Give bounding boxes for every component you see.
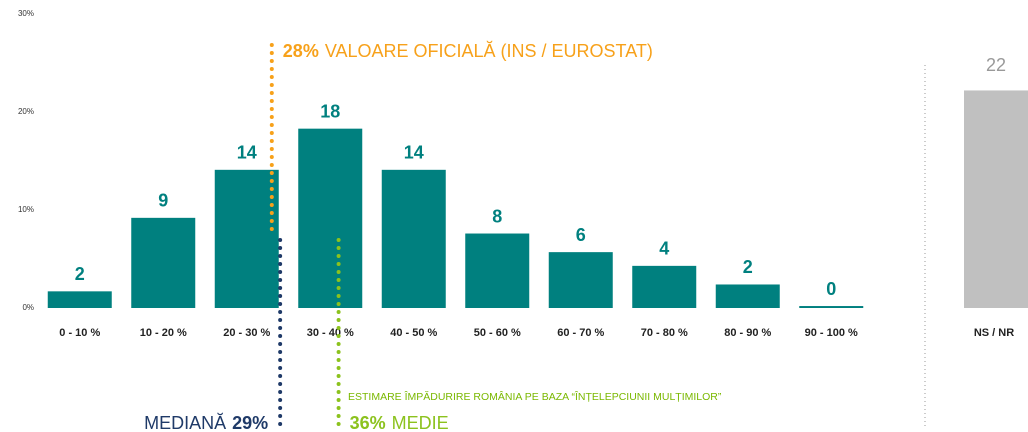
- x-tick-label: 10 - 20 %: [140, 327, 187, 339]
- x-tick-label: 40 - 50 %: [390, 327, 437, 339]
- data-label: 9: [158, 191, 168, 211]
- x-tick-label: 90 - 100 %: [805, 327, 858, 339]
- bar: [47, 291, 112, 308]
- data-label: 22: [986, 55, 1006, 75]
- note: ESTIMARE ÎMPĂDURIRE ROMÂNIA PE BAZA “ÎNȚ…: [348, 390, 722, 403]
- bar: [131, 217, 196, 308]
- bar: [381, 169, 446, 308]
- x-tick-label: 50 - 60 %: [474, 327, 521, 339]
- annotation: 28% VALOARE OFICIALĂ (INS / EUROSTAT): [283, 41, 653, 61]
- bar: [298, 128, 363, 308]
- annotation: 36% MEDIE: [350, 413, 449, 432]
- x-tick-label: 30 - 40 %: [307, 327, 354, 339]
- bar: [799, 306, 864, 308]
- annotation-part: 28%: [283, 41, 319, 61]
- annotation-part: MEDIE: [392, 413, 449, 432]
- y-tick-label: 10%: [18, 205, 34, 214]
- data-label: 18: [320, 101, 340, 121]
- annotation-part: MEDIANĂ: [144, 413, 226, 432]
- data-label: 2: [75, 264, 85, 284]
- x-tick-label: 60 - 70 %: [557, 327, 604, 339]
- bar: [632, 265, 697, 308]
- bar: [465, 233, 530, 308]
- data-label: 2: [743, 257, 753, 277]
- annotation-part: 36%: [350, 413, 386, 432]
- data-label: 14: [237, 143, 257, 163]
- bar: [715, 284, 780, 308]
- y-tick-label: 0%: [22, 303, 34, 312]
- data-label: 0: [826, 279, 836, 299]
- bar: [548, 252, 613, 308]
- annotation-part: 29%: [232, 413, 268, 432]
- x-tick-label: 70 - 80 %: [641, 327, 688, 339]
- data-label: 14: [404, 143, 424, 163]
- annotation: MEDIANĂ 29%: [144, 413, 268, 432]
- annotation-part: VALOARE OFICIALĂ (INS / EUROSTAT): [325, 41, 653, 61]
- x-tick-label: NS / NR: [974, 327, 1014, 339]
- y-tick-label: 30%: [18, 9, 34, 18]
- x-tick-label: 80 - 90 %: [724, 327, 771, 339]
- y-tick-label: 20%: [18, 107, 34, 116]
- data-label: 6: [576, 225, 586, 245]
- bar: [964, 90, 1028, 308]
- data-label: 8: [492, 206, 502, 226]
- bar: [214, 169, 279, 308]
- data-label: 4: [659, 239, 669, 259]
- x-tick-label: 0 - 10 %: [59, 327, 100, 339]
- x-tick-label: 20 - 30 %: [223, 327, 270, 339]
